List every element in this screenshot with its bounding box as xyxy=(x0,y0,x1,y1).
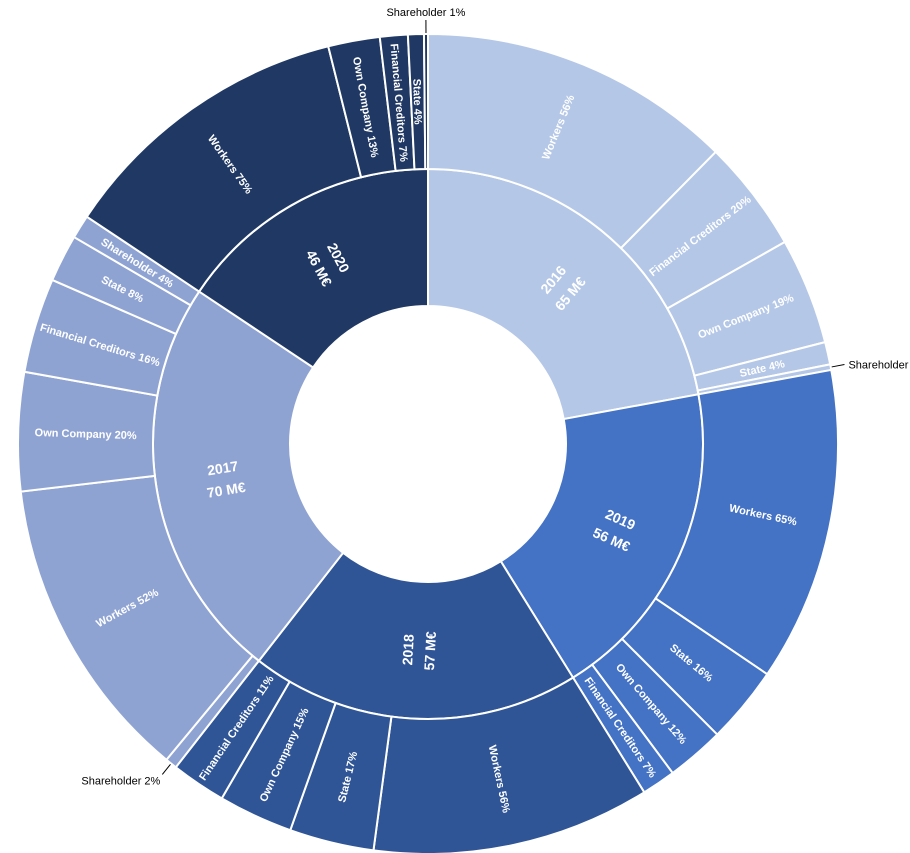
segment-2020-shareholder xyxy=(422,32,429,171)
year-label-2017: 2017 xyxy=(206,458,240,479)
outer-ring: Workers 56%Financial Creditors 20%Own Co… xyxy=(17,32,839,853)
callout-labels: Shareholder 1% Shareholder 2% Shareholder … xyxy=(81,7,910,787)
callout-line xyxy=(831,364,845,368)
segment-label: Own Company 20% xyxy=(34,427,137,442)
year-label-2018: 2018 xyxy=(399,634,417,666)
callout-label: Shareholder 1% xyxy=(848,360,910,372)
callout-label: Shareholder 2% xyxy=(81,775,160,787)
callout-line xyxy=(161,763,171,775)
year-amount-2017: 70 M€ xyxy=(206,479,247,501)
callout-label: Shareholder 1% xyxy=(386,7,465,19)
year-amount-2018: 57 M€ xyxy=(421,631,439,671)
segment-label: State 4% xyxy=(410,79,423,125)
